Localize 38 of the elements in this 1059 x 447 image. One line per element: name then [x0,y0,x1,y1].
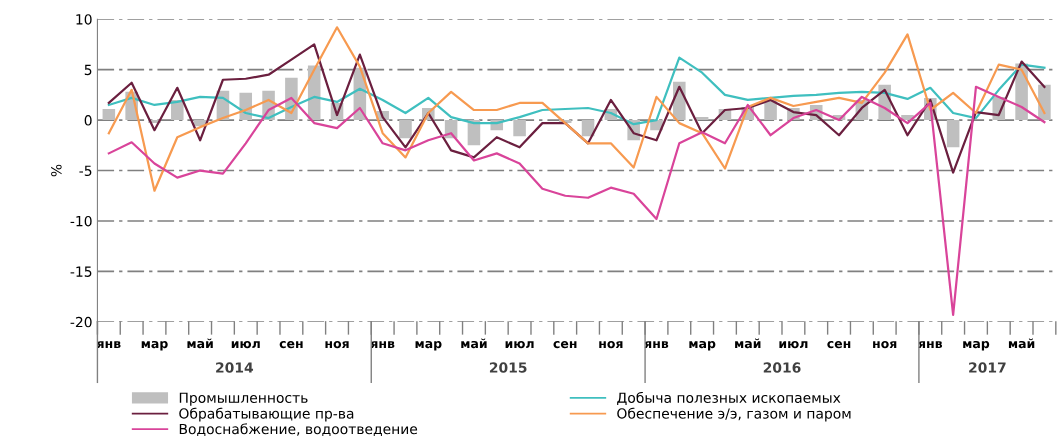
legend-label: Водоснабжение, водоотведение [179,423,418,436]
legend-label: Добыча полезных ископаемых [617,391,841,405]
x-tick-label: ноя [599,341,623,349]
x-tick-label: ноя [873,341,897,349]
x-tick-label: май [461,338,487,349]
x-tick-label: мар [963,341,990,351]
legend-label: Обеспечение э/э, газом и паром [617,407,851,422]
x-tick-label: май [1008,338,1035,349]
x-tick-label: сен [279,341,303,349]
y-axis-title: % [51,164,62,177]
x-tick-label: мар [415,341,442,351]
x-tick-label: сен [553,341,577,349]
y-tick-label: 5 [84,64,92,76]
x-tick-label: июл [779,341,808,349]
y-tick-label: 10 [76,14,92,25]
x-tick-label: мар [689,341,716,351]
legend-label: Обрабатывающие пр-ва [179,407,354,422]
text: 2014 [216,362,254,373]
x-tick-label: июл [505,341,534,349]
text: 2016 [763,362,801,373]
x-tick-label: май [187,338,213,349]
x-tick-label: июл [231,341,260,349]
y-tick-label: -15 [70,266,92,277]
x-tick-label: май [735,338,761,349]
x-tick-label: ноя [325,341,349,349]
x-tick-label: янв [370,341,395,348]
y-tick-label: -5 [79,165,92,176]
y-tick-label: -10 [70,215,92,227]
x-tick-label: янв [644,341,669,348]
x-tick-label: янв [918,341,943,348]
x-tick-label: мар [141,341,168,351]
legend-label: Промышленность [179,392,308,406]
y-tick-label: -20 [70,316,92,328]
x-tick-label: янв [96,341,121,348]
x-tick-label: сен [827,341,851,349]
text: 2017 [969,362,1006,373]
text: 2015 [489,362,527,373]
y-tick-label: 0 [84,115,92,126]
